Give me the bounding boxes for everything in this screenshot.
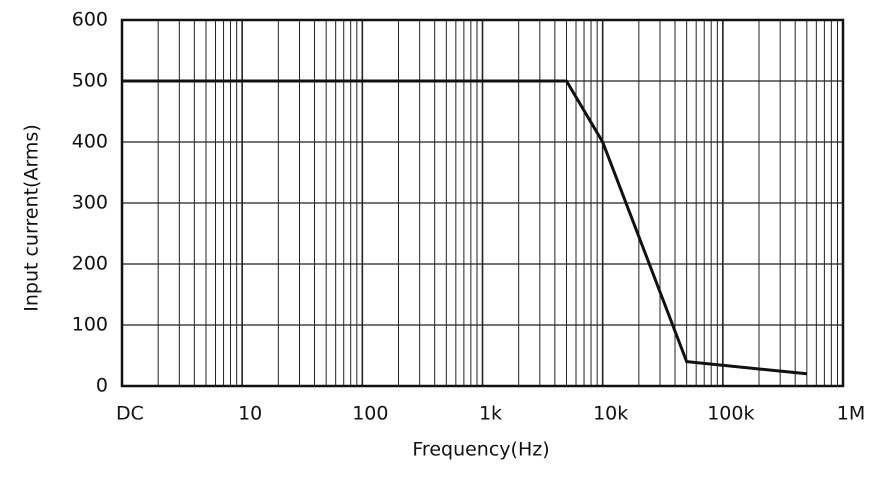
y-tick-label: 0	[96, 375, 108, 397]
x-tick-label: DC	[116, 403, 144, 425]
x-tick-label: 10k	[593, 403, 628, 425]
y-tick-label: 300	[72, 192, 108, 214]
y-tick-label: 200	[72, 253, 108, 275]
x-tick-label: 1k	[479, 403, 502, 425]
y-tick-label: 100	[72, 314, 108, 336]
x-axis-label: Frequency(Hz)	[412, 439, 549, 461]
y-tick-label: 600	[72, 9, 108, 31]
x-tick-label: 10	[238, 403, 262, 425]
y-tick-label: 400	[72, 131, 108, 153]
data-line	[122, 79, 807, 376]
y-tick-label: 500	[72, 70, 108, 92]
x-tick-label: 1M	[837, 403, 865, 425]
x-tick-label: 100	[352, 403, 388, 425]
x-tick-label: 100k	[707, 403, 754, 425]
y-axis-label: Input current(Arms)	[21, 124, 43, 312]
plot-frame	[120, 18, 845, 388]
